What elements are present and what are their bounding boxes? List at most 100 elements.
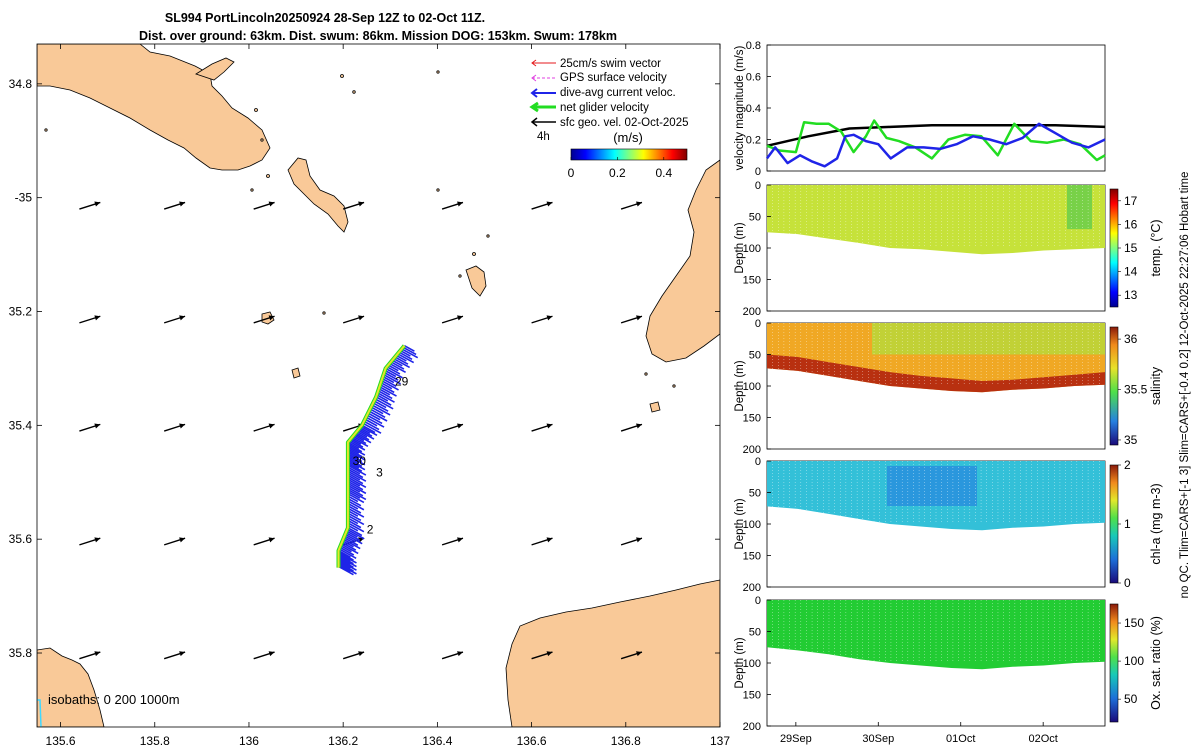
legend-gps-velocity-arrow <box>531 74 537 82</box>
current-vector <box>342 538 361 550</box>
geo-vector-head <box>546 201 553 207</box>
current-vector <box>347 464 367 476</box>
section-ytick-label: 50 <box>749 212 761 224</box>
land-island-small-1 <box>465 265 487 297</box>
title-line-1: SL994 PortLincoln20250924 28-Sep 12Z to … <box>165 11 485 25</box>
geo-vector-head <box>179 651 186 657</box>
current-vector <box>371 404 391 416</box>
section-ytick-label: 0 <box>755 318 761 330</box>
map-xtick-label: 137 <box>710 734 730 748</box>
current-vector <box>347 462 363 472</box>
speed-colorbar-ticks: 0 0.2 0.4 <box>568 157 672 180</box>
current-vector <box>393 357 411 369</box>
current-vector <box>338 548 357 559</box>
geo-vector-head <box>268 537 275 543</box>
section-colorbar-label: temp. (°C) <box>1149 219 1163 276</box>
section-colorbar <box>1109 603 1119 723</box>
current-vector <box>338 551 354 561</box>
legend-geo-velocity-label: sfc geo. vel. 02-Oct-2025 <box>560 117 688 129</box>
isobaths-label: isobaths: 0 200 1000m <box>48 692 180 707</box>
section-colorbar-tick-label: 13 <box>1124 288 1138 302</box>
section-colorbar-tick-label: 1 <box>1124 517 1131 531</box>
section-colorbar-tick-label: 0 <box>1124 576 1131 590</box>
current-vector <box>347 514 365 526</box>
current-vector <box>347 507 365 518</box>
section-xtick-label: 29Sep <box>780 733 812 745</box>
geo-vector-head <box>358 201 365 207</box>
map-xtick-label: 136.4 <box>422 734 452 748</box>
map-ytick-label: 34.8 <box>9 77 33 91</box>
section-ytick-label: 100 <box>743 519 761 531</box>
section-ytick-label: 200 <box>743 306 761 318</box>
section-colorbar <box>1109 188 1119 308</box>
current-vector <box>360 425 378 437</box>
title-line-2: Dist. over ground: 63km. Dist. swum: 86k… <box>139 29 617 43</box>
current-vector <box>347 470 367 482</box>
current-vector <box>338 563 357 575</box>
land-masses <box>37 44 720 727</box>
land-southwest <box>37 647 105 727</box>
current-vector <box>382 375 395 384</box>
current-vector <box>381 377 397 387</box>
current-vector <box>347 443 363 453</box>
legend-current-velocity-arrow <box>530 88 538 98</box>
section-ytick-label: 100 <box>743 243 761 255</box>
current-vector <box>366 414 383 425</box>
map-ytick-label: 35.4 <box>9 418 33 432</box>
current-vector <box>367 412 381 421</box>
current-vector <box>349 439 364 448</box>
current-vector <box>347 486 364 497</box>
current-vector <box>375 396 392 406</box>
section-xtick-label: 02Oct <box>1028 733 1057 745</box>
current-vector <box>338 554 354 565</box>
geo-vector-head <box>546 315 553 321</box>
current-vector <box>347 453 363 463</box>
current-vector <box>365 416 385 428</box>
map-xtick-label: 136.6 <box>517 734 547 748</box>
current-vector <box>394 356 409 365</box>
section-ytick-label: 150 <box>743 690 761 702</box>
land-island-small-3 <box>291 367 301 379</box>
geo-vector-head <box>636 537 642 543</box>
geo-vector-head <box>94 537 101 543</box>
land-eyre-peninsula-hook <box>195 57 235 81</box>
section-ytick-label: 200 <box>743 582 761 594</box>
section-ylabel: Depth (m) <box>734 498 746 549</box>
current-vector <box>347 474 364 485</box>
current-vector <box>373 400 387 409</box>
geo-vector-head <box>457 423 463 429</box>
current-vector <box>347 454 366 466</box>
geo-vector-head <box>546 537 553 543</box>
speed-colorbar <box>570 148 688 161</box>
current-vector <box>347 448 363 458</box>
colorbar-title: (m/s) <box>613 130 643 145</box>
geo-vector-head <box>268 315 275 321</box>
velocity-lines <box>765 119 1106 168</box>
geo-vector-head <box>94 201 101 207</box>
current-vector <box>339 546 355 556</box>
track-day-label: 30 <box>353 454 367 468</box>
current-vector <box>338 562 354 572</box>
section-deep-layer <box>767 354 1105 393</box>
map-frame <box>36 43 721 728</box>
map-ytick-label: 35.2 <box>9 305 33 319</box>
current-vector <box>347 527 363 537</box>
section-colorbar-label: Ox. sat. ratio (%) <box>1149 616 1163 710</box>
current-vector <box>357 429 375 440</box>
section-colorbar-tick-label: 35 <box>1124 433 1138 447</box>
section-panel-salinity-section: 0 50 100 150 200 Depth (m) 35 35.5 36 salinity <box>734 318 1163 456</box>
section-xtick-label: 30Sep <box>862 733 894 745</box>
map-ytick-label: 35.8 <box>9 646 33 660</box>
section-xtick-label: 01Oct <box>946 733 975 745</box>
map-xtick-label: 136 <box>239 734 259 748</box>
colorbar-tick-label: 0.2 <box>609 166 626 180</box>
map-legend: 25cm/s swim vector GPS surface velocity … <box>529 58 688 180</box>
section-ytick-label: 50 <box>749 350 761 362</box>
current-vector <box>389 362 406 374</box>
velocity-ytick-label: 0.2 <box>746 135 761 147</box>
current-vector <box>347 468 364 479</box>
geo-vector-head <box>457 651 463 657</box>
current-vector <box>381 379 399 391</box>
land-yorke-peninsula <box>645 159 720 363</box>
